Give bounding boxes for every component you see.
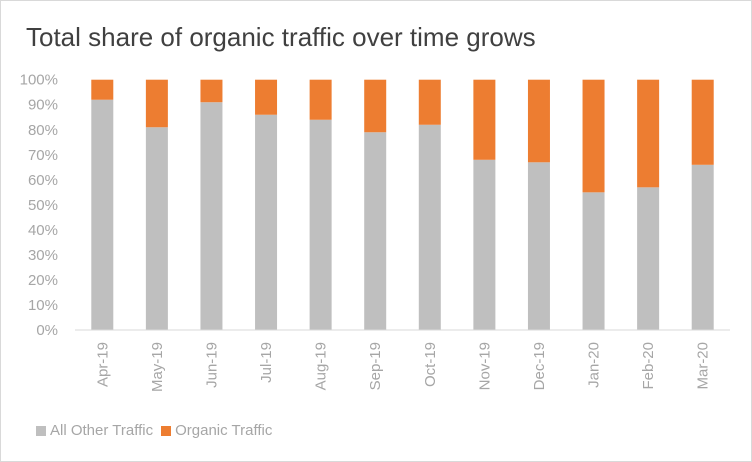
x-tick-label: May-19 [149, 342, 166, 392]
x-tick-label: Jan-20 [586, 342, 603, 388]
bar-organic [145, 79, 168, 128]
bar-organic [582, 79, 605, 193]
x-tick-label: Feb-20 [640, 342, 657, 390]
legend-swatch-all-other [36, 425, 46, 436]
x-tick-label: Mar-20 [695, 342, 712, 390]
y-tick-label: 70% [28, 147, 58, 164]
bar-all-other [364, 132, 387, 330]
y-tick-label: 50% [28, 197, 58, 214]
bar-all-other [255, 114, 278, 330]
legend-swatch-organic [161, 425, 172, 436]
y-tick-label: 20% [28, 272, 58, 289]
x-tick-label: Dec-19 [531, 342, 548, 390]
bar-organic [691, 79, 714, 165]
y-tick-label: 40% [28, 222, 58, 239]
legend-item-organic: Organic Traffic [161, 422, 272, 439]
chart-title: Total share of organic traffic over time… [26, 22, 536, 52]
y-tick-label: 80% [28, 122, 58, 139]
bar-all-other [637, 187, 660, 330]
x-tick-label: Jul-19 [258, 342, 275, 383]
bar-all-other [691, 164, 714, 330]
legend: All Other Traffic Organic Traffic [36, 422, 272, 439]
y-tick-label: 10% [28, 297, 58, 314]
bar-organic [91, 79, 114, 100]
bar-all-other [527, 162, 550, 330]
y-tick-label: 0% [36, 322, 58, 339]
y-tick-label: 90% [28, 97, 58, 114]
bar-all-other [200, 102, 223, 331]
bar-organic [637, 79, 660, 188]
bar-all-other [418, 124, 441, 330]
legend-item-all-other: All Other Traffic [36, 422, 153, 439]
x-tick-label: Apr-19 [94, 342, 111, 387]
legend-label-all-other: All Other Traffic [50, 422, 154, 439]
bar-all-other [473, 159, 496, 330]
bar-all-other [309, 119, 332, 330]
bar-organic [309, 79, 332, 120]
bar-all-other [145, 127, 168, 331]
bar-organic [418, 79, 441, 125]
x-tick-label: Nov-19 [476, 342, 493, 390]
y-tick-label: 100% [20, 72, 58, 89]
bar-all-other [91, 99, 114, 330]
bar-organic [255, 79, 278, 115]
x-tick-label: Oct-19 [422, 342, 439, 387]
x-tick-label: Sep-19 [367, 342, 384, 390]
x-tick-label: Jun-19 [203, 342, 220, 388]
bar-organic [200, 79, 223, 103]
legend-label-organic: Organic Traffic [175, 422, 273, 439]
y-tick-label: 60% [28, 172, 58, 189]
bar-organic [473, 79, 496, 160]
bar-all-other [582, 192, 605, 330]
y-tick-label: 30% [28, 247, 58, 264]
x-tick-label: Aug-19 [313, 342, 330, 390]
bar-organic [527, 79, 550, 163]
bar-organic [364, 79, 387, 133]
